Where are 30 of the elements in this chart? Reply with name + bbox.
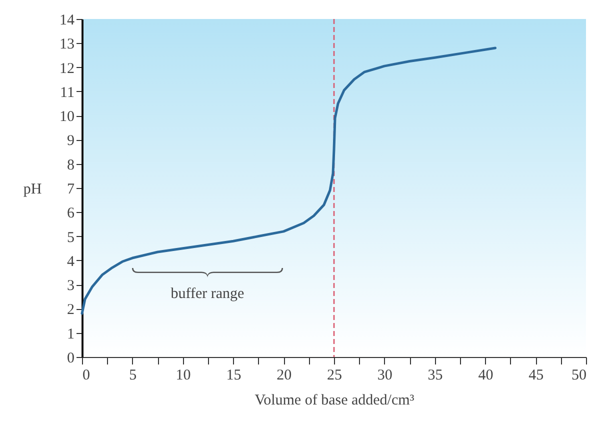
annotation: buffer range [170,286,245,302]
y-tick-label: 14 [60,12,75,28]
y-tick-label: 11 [60,84,74,101]
y-tick-label: 0 [67,350,74,366]
x-tick-label: 45 [528,368,544,384]
y-tick-label: 5 [67,230,74,246]
y-tick-label: 13 [60,36,74,53]
x-tick-label: 30 [377,368,392,384]
y-axis-title: pH [23,182,42,198]
y-tick-label: 2 [67,302,74,318]
x-tick-label: 0 [82,368,90,384]
y-tick-label: 10 [60,109,74,126]
y-tick-label: 4 [67,254,75,270]
x-tick-label: 10 [176,368,191,384]
y-tick-label: 7 [67,182,75,198]
x-tick-label: 15 [226,368,242,384]
x-tick-label: 20 [276,368,292,384]
y-tick-label: 8 [67,157,74,174]
x-tick-label: 50 [572,368,586,384]
y-tick-label: 12 [60,60,74,77]
x-tick-label: 35 [428,368,443,384]
x-tick-label: 25 [327,368,342,384]
line-series [80,46,497,315]
x-tick-label: 40 [478,368,494,384]
y-tick-label: 3 [67,278,74,294]
x-axis-title: Volume of base added/cm³ [254,392,415,408]
y-tick-label: 6 [67,206,75,222]
y-tick-label: 9 [67,133,74,150]
x-tick-label: 5 [129,368,137,384]
y-tick-label: 1 [67,326,74,342]
